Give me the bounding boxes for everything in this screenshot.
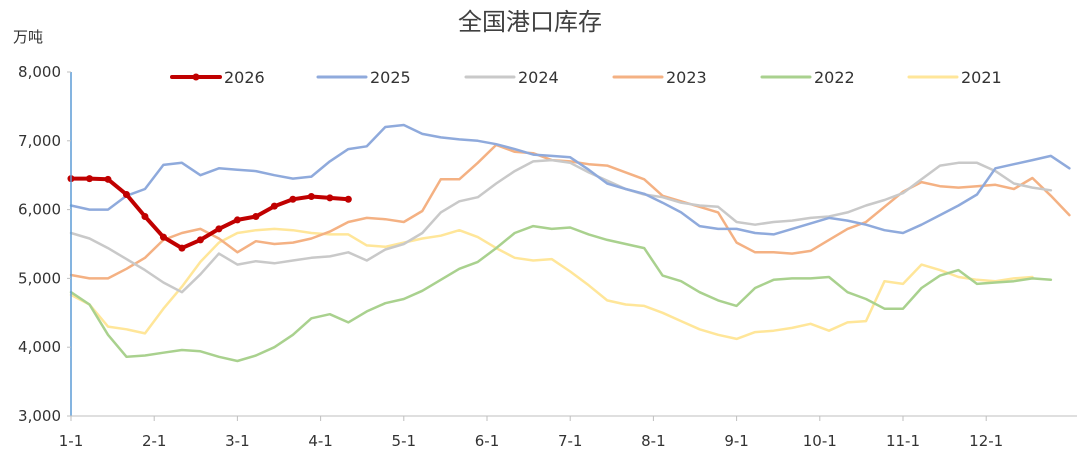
x-tick-label: 5-1 — [392, 432, 417, 450]
y-tick-label: 7,000 — [18, 132, 61, 150]
series-point-2026 — [252, 212, 260, 220]
y-tick-label: 5,000 — [18, 269, 61, 287]
x-tick-label: 8-1 — [641, 432, 666, 450]
series-point-2026 — [122, 190, 130, 198]
legend: 2026 2025 2024 2023 2022 2021 — [170, 68, 1002, 87]
series-point-2026 — [344, 195, 352, 203]
series-point-2026 — [141, 212, 149, 220]
series-line-2021 — [69, 227, 1034, 341]
series-point-2026 — [233, 216, 241, 224]
series-point-2026 — [104, 175, 112, 183]
x-tick-label: 7-1 — [558, 432, 583, 450]
x-tick-label: 4-1 — [308, 432, 333, 450]
x-tick-label: 3-1 — [225, 432, 250, 450]
plot-area — [67, 123, 1071, 363]
x-tick-label: 12-1 — [969, 432, 1003, 450]
x-tick-label: 11-1 — [886, 432, 920, 450]
x-tick-label: 6-1 — [475, 432, 500, 450]
legend-marker-2026 — [192, 73, 200, 81]
series-line-2022 — [69, 224, 1053, 363]
y-tick-label: 3,000 — [18, 407, 61, 425]
legend-label-2026: 2026 — [224, 68, 265, 87]
series-point-2026 — [307, 193, 315, 201]
legend-label-2022: 2022 — [814, 68, 855, 87]
series-line-2023 — [69, 143, 1071, 280]
y-tick-label: 6,000 — [18, 201, 61, 219]
legend-label-2023: 2023 — [666, 68, 707, 87]
series-point-2026 — [178, 244, 186, 252]
x-tick-label: 1-1 — [59, 432, 84, 450]
series-line-2025 — [69, 123, 1071, 236]
axes: 3,000 4,000 5,000 6,000 7,000 8,000 1-1 2-1 3-1 4… — [18, 63, 1077, 450]
legend-label-2021: 2021 — [961, 68, 1002, 87]
series-point-2026 — [215, 225, 223, 233]
series-line-2026 — [69, 176, 351, 251]
legend-label-2025: 2025 — [370, 68, 411, 87]
y-axis-unit: 万吨 — [13, 28, 43, 46]
series-point-2026 — [159, 233, 167, 241]
series-line-2024 — [69, 158, 1053, 294]
series-point-2026 — [85, 175, 93, 183]
legend-label-2024: 2024 — [518, 68, 559, 87]
series-point-2026 — [270, 202, 278, 210]
y-tick-label: 4,000 — [18, 338, 61, 356]
chart-title: 全国港口库存 — [458, 8, 602, 36]
x-tick-label: 2-1 — [142, 432, 167, 450]
series-point-2026 — [196, 236, 204, 244]
x-tick-label: 10-1 — [803, 432, 837, 450]
x-tick-label: 9-1 — [724, 432, 749, 450]
series-point-2026 — [326, 194, 334, 202]
y-tick-label: 8,000 — [18, 63, 61, 81]
series-point-2026 — [289, 195, 297, 203]
